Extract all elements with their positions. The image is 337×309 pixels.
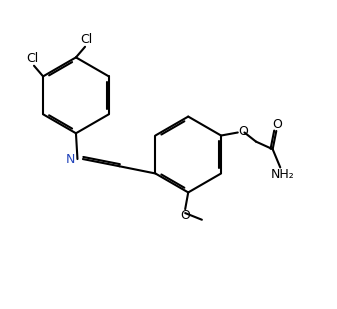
Text: O: O — [238, 125, 248, 138]
Text: O: O — [272, 118, 282, 131]
Text: NH₂: NH₂ — [271, 168, 295, 181]
Text: N: N — [66, 153, 75, 166]
Text: O: O — [180, 209, 190, 222]
Text: Cl: Cl — [81, 33, 93, 46]
Text: Cl: Cl — [26, 52, 39, 65]
